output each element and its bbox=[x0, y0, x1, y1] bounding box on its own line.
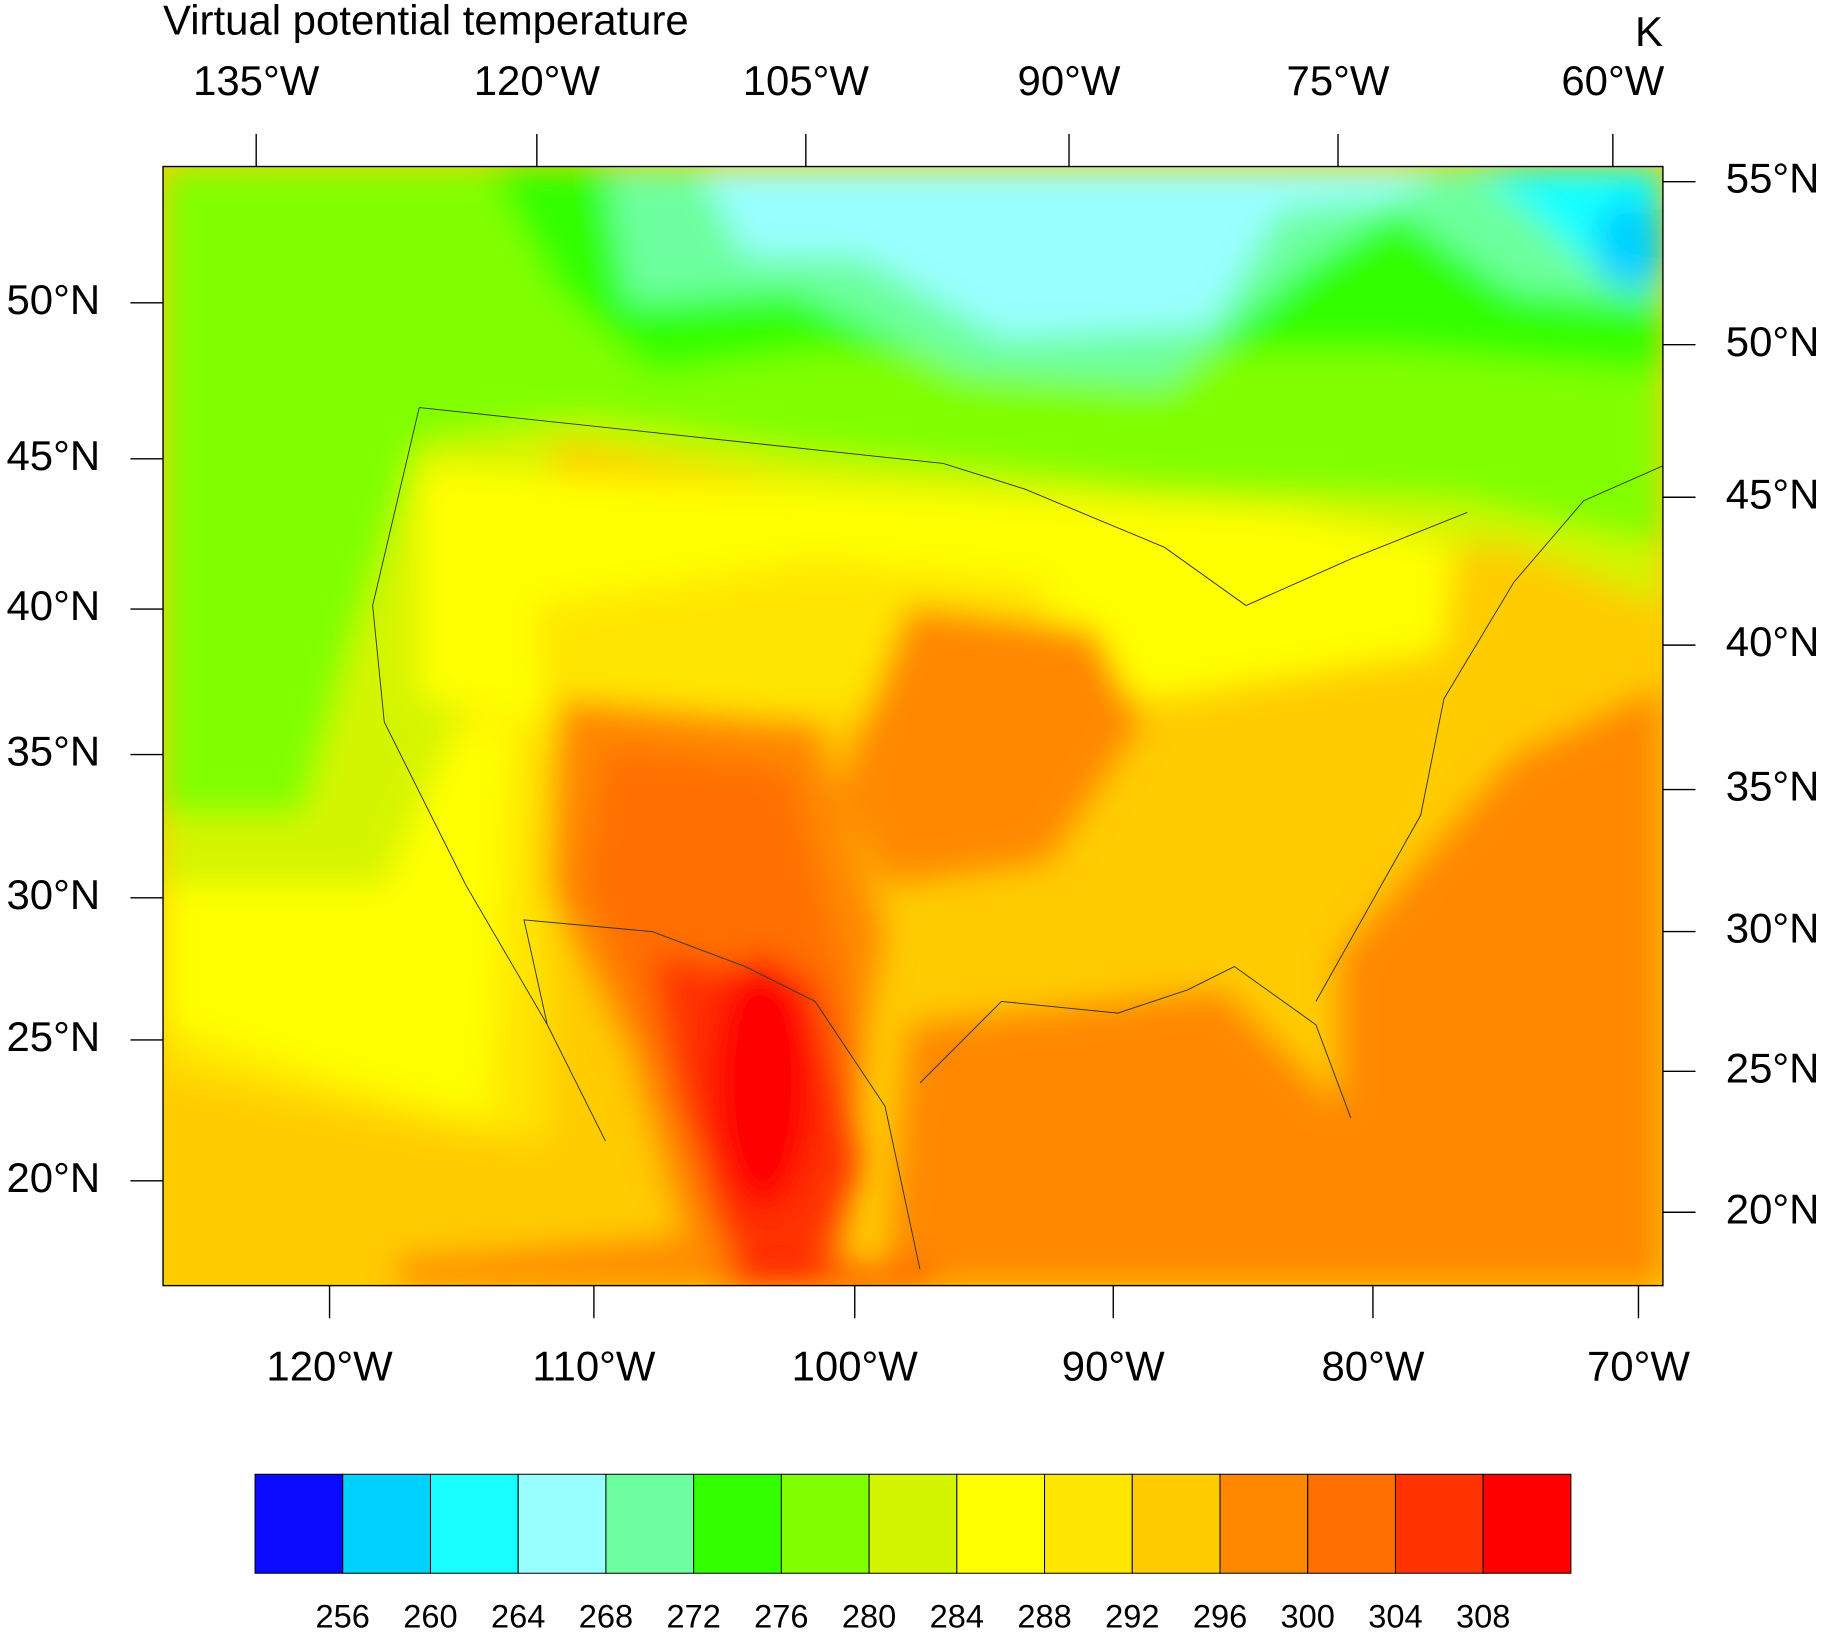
colorbar-label: 308 bbox=[1456, 1597, 1510, 1633]
colorbar-box bbox=[1131, 1473, 1221, 1574]
bottom-tick-label: 70°W bbox=[1587, 1343, 1690, 1390]
map-frame bbox=[162, 165, 1664, 1287]
bottom-tick-label: 90°W bbox=[1062, 1343, 1165, 1390]
right-tick-label: 45°N bbox=[1726, 470, 1820, 517]
right-tick-label: 35°N bbox=[1726, 763, 1820, 810]
colorbar-label: 288 bbox=[1017, 1597, 1071, 1633]
map-title: Virtual potential temperature bbox=[163, 0, 689, 43]
right-tick-label: 30°N bbox=[1726, 905, 1820, 952]
left-tick-label: 35°N bbox=[7, 728, 101, 775]
top-tick-label: 60°W bbox=[1561, 57, 1664, 104]
colorbar-label: 264 bbox=[491, 1597, 545, 1633]
left-tick-label: 20°N bbox=[7, 1154, 101, 1201]
colorbar-label: 300 bbox=[1281, 1597, 1335, 1633]
right-tick-label: 40°N bbox=[1726, 618, 1820, 665]
colorbar-label: 296 bbox=[1193, 1597, 1247, 1633]
coastline bbox=[372, 407, 1663, 1270]
colorbar-box bbox=[517, 1473, 607, 1574]
colorbar-label: 284 bbox=[930, 1597, 984, 1633]
temperature-field bbox=[163, 166, 1663, 1286]
top-tick-label: 135°W bbox=[193, 57, 320, 104]
colorbar-label: 272 bbox=[666, 1597, 720, 1633]
left-tick-label: 25°N bbox=[7, 1013, 101, 1060]
bottom-tick-label: 100°W bbox=[792, 1343, 919, 1390]
left-tick-label: 50°N bbox=[7, 276, 101, 323]
left-tick-label: 30°N bbox=[7, 871, 101, 918]
units-label: K bbox=[1635, 8, 1663, 55]
right-tick-label: 55°N bbox=[1726, 155, 1820, 202]
colorbar-box bbox=[1394, 1473, 1484, 1574]
left-tick-label: 45°N bbox=[7, 432, 101, 479]
colorbar-box bbox=[693, 1473, 782, 1574]
colorbar-box bbox=[429, 1473, 519, 1574]
right-tick-label: 50°N bbox=[1726, 318, 1820, 365]
bottom-tick-label: 120°W bbox=[266, 1343, 393, 1390]
right-tick-label: 25°N bbox=[1726, 1044, 1820, 1091]
colorbar-box bbox=[254, 1473, 344, 1574]
colorbar-label: 292 bbox=[1105, 1597, 1159, 1633]
top-tick-label: 75°W bbox=[1287, 57, 1390, 104]
colorbar-box bbox=[1307, 1473, 1396, 1574]
colorbar-label: 268 bbox=[579, 1597, 633, 1633]
top-tick-label: 120°W bbox=[474, 57, 601, 104]
top-tick-label: 105°W bbox=[743, 57, 870, 104]
colorbar-box bbox=[605, 1473, 695, 1574]
bottom-tick-label: 110°W bbox=[532, 1343, 656, 1390]
left-tick-label: 40°N bbox=[7, 582, 101, 629]
colorbar-label: 304 bbox=[1368, 1597, 1422, 1633]
colorbar-box bbox=[868, 1473, 958, 1574]
bottom-tick-label: 80°W bbox=[1321, 1343, 1424, 1390]
colorbar-box bbox=[1219, 1473, 1309, 1574]
colorbar-box bbox=[1482, 1473, 1572, 1574]
colorbar-box bbox=[1044, 1473, 1133, 1574]
colorbar-label: 276 bbox=[754, 1597, 808, 1633]
colorbar-box bbox=[780, 1473, 870, 1574]
colorbar-box bbox=[956, 1473, 1046, 1574]
map-panel bbox=[162, 165, 1664, 1287]
colorbar-label: 260 bbox=[403, 1597, 457, 1633]
colorbar-label: 280 bbox=[842, 1597, 896, 1633]
top-tick-label: 90°W bbox=[1018, 57, 1121, 104]
colorbar-label: 256 bbox=[316, 1597, 370, 1633]
right-tick-label: 20°N bbox=[1726, 1185, 1820, 1232]
colorbar-box bbox=[342, 1473, 431, 1574]
